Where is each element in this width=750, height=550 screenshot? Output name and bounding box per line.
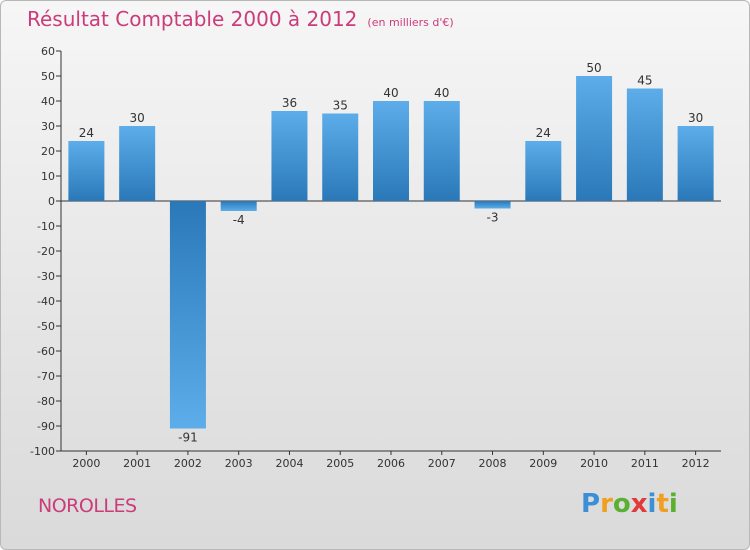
bar-2003 (220, 201, 257, 211)
chart-title: Résultat Comptable 2000 à 2012 (en millie… (27, 7, 454, 31)
logo-letter: P (581, 489, 601, 519)
y-tick-label: -50 (37, 320, 55, 333)
bar-2008 (474, 201, 511, 209)
y-tick-label: -70 (37, 370, 55, 383)
logo-letter: o (612, 489, 631, 519)
x-tick-label: 2010 (580, 457, 608, 470)
y-tick-label: -20 (37, 245, 55, 258)
y-tick-label: -60 (37, 345, 55, 358)
y-tick-label: 60 (41, 45, 55, 58)
x-tick-label: 2004 (275, 457, 303, 470)
logo-letter: x (630, 489, 648, 519)
data-label-2000: 24 (79, 126, 94, 140)
logo-letter: i (647, 489, 657, 519)
x-tick-label: 2005 (326, 457, 354, 470)
chart-title-text: Résultat Comptable 2000 à 2012 (27, 7, 358, 31)
data-label-2011: 45 (637, 74, 652, 88)
y-tick-label: -100 (30, 445, 55, 458)
data-label-2005: 35 (333, 99, 348, 113)
y-tick-label: 40 (41, 95, 55, 108)
y-tick-label: -40 (37, 295, 55, 308)
proxiti-logo[interactable]: Proxiti (581, 489, 678, 519)
x-tick-label: 2003 (225, 457, 253, 470)
bar-2000 (68, 141, 105, 201)
bar-2012 (677, 126, 714, 201)
data-label-2012: 30 (688, 111, 703, 125)
commune-name: NOROLLES (38, 495, 137, 517)
bar-2002 (169, 201, 206, 429)
y-tick-label: 20 (41, 145, 55, 158)
y-tick-label: -90 (37, 420, 55, 433)
bar-2004 (271, 111, 308, 201)
y-tick-label: 30 (41, 120, 55, 133)
y-tick-label: -30 (37, 270, 55, 283)
bar-2009 (525, 141, 562, 201)
bar-2006 (373, 101, 409, 201)
logo-letter: r (600, 489, 613, 519)
bar-2007 (423, 101, 460, 201)
data-label-2007: 40 (434, 86, 449, 100)
x-tick-label: 2007 (428, 457, 456, 470)
data-label-2009: 24 (536, 126, 551, 140)
chart-data-labels: 24 30 -91 -4 36 35 40 40 -3 24 50 45 30 (79, 61, 704, 445)
chart-axes: -100-90-80-70-60-50-40-30-20-10010203040… (30, 45, 721, 470)
data-label-2003: -4 (233, 213, 245, 227)
bar-2011 (626, 88, 663, 201)
x-tick-label: 2006 (377, 457, 405, 470)
chart-bars (68, 76, 714, 429)
x-tick-label: 2001 (123, 457, 151, 470)
x-tick-label: 2011 (631, 457, 659, 470)
x-tick-label: 2000 (72, 457, 100, 470)
chart-subtitle: (en milliers d'€) (367, 16, 454, 29)
x-tick-label: 2002 (174, 457, 202, 470)
data-label-2004: 36 (282, 96, 297, 110)
data-label-2010: 50 (586, 61, 601, 75)
data-label-2001: 30 (130, 111, 145, 125)
x-tick-label: 2012 (682, 457, 710, 470)
x-tick-label: 2009 (529, 457, 557, 470)
y-tick-label: -80 (37, 395, 55, 408)
data-label-2008: -3 (487, 211, 499, 225)
y-tick-label: -10 (37, 220, 55, 233)
bar-2001 (119, 126, 156, 201)
bar-2010 (576, 76, 613, 201)
y-tick-label: 10 (41, 170, 55, 183)
data-label-2006: 40 (383, 86, 398, 100)
y-tick-label: 0 (48, 195, 55, 208)
x-tick-label: 2008 (479, 457, 507, 470)
bar-2005 (322, 113, 359, 201)
data-label-2002: -91 (178, 431, 198, 445)
logo-letter: t (656, 489, 669, 519)
logo-letter: i (668, 489, 678, 519)
y-tick-label: 50 (41, 70, 55, 83)
